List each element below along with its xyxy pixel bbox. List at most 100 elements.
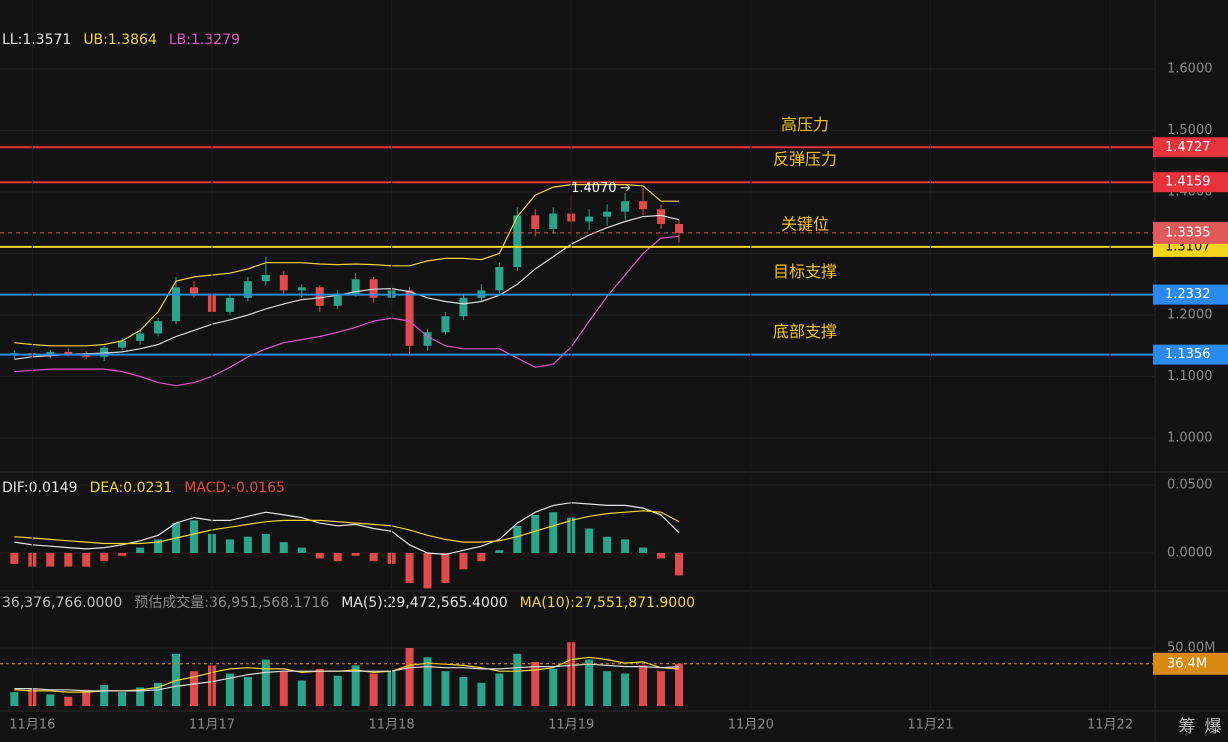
- candle-body: [657, 209, 666, 224]
- price-tag: [1153, 221, 1228, 244]
- volume-bar: [405, 648, 414, 706]
- indicator-line: [14, 663, 680, 692]
- volume-bar: [225, 673, 234, 706]
- volume-bar: [315, 668, 324, 706]
- volume-bar: [297, 680, 306, 706]
- macd-bar: [10, 553, 19, 564]
- candle-body: [279, 275, 288, 291]
- macd-bar: [64, 553, 73, 567]
- macd-bar: [118, 553, 127, 556]
- candle-body: [423, 332, 432, 346]
- candle-body: [136, 333, 145, 341]
- volume-bar: [459, 677, 468, 706]
- x-tick-label: 11月22: [1087, 718, 1133, 733]
- macd-bar: [351, 553, 360, 556]
- indicator-line: [14, 184, 679, 347]
- toolbar-button[interactable]: 爆: [1205, 717, 1222, 737]
- level-text: 底部支撑: [773, 322, 837, 341]
- y-tick-label: 1.6000: [1167, 62, 1213, 77]
- price-tag-label: 1.1356: [1165, 347, 1211, 362]
- volume-bar: [549, 668, 558, 706]
- volume-bar: [585, 659, 594, 706]
- indicator-line: [14, 510, 680, 545]
- price-tag-label: 1.4159: [1165, 175, 1211, 190]
- candle-body: [189, 287, 198, 294]
- candle-body: [315, 287, 324, 306]
- candle-body: [369, 279, 378, 298]
- price-tag-label: 1.4727: [1165, 140, 1211, 155]
- candle-body: [531, 215, 540, 229]
- macd-bar: [225, 539, 234, 553]
- macd-bar: [405, 553, 414, 583]
- candle-body: [513, 215, 522, 268]
- macd-bar: [423, 553, 432, 589]
- volume-bar: [10, 692, 19, 706]
- macd-bar: [549, 512, 558, 553]
- candle-body: [621, 201, 630, 212]
- candle-body: [172, 287, 181, 322]
- volume-bar: [154, 682, 163, 706]
- legend-item: DEA:0.0231: [90, 480, 173, 496]
- macd-bar: [279, 542, 288, 553]
- price-tag-label: 1.3335: [1165, 225, 1211, 240]
- macd-bar: [513, 525, 522, 553]
- volume-bar: [136, 687, 145, 706]
- candle-body: [495, 267, 504, 291]
- volume-tag-label: 36.4M: [1167, 656, 1207, 671]
- macd-bar: [46, 553, 55, 567]
- volume-bar: [189, 671, 198, 706]
- y-tick-label: 1.5000: [1167, 123, 1213, 138]
- y-tick-label: 0.0500: [1167, 478, 1213, 493]
- volume-bar: [531, 661, 540, 706]
- macd-bar: [459, 553, 468, 570]
- macd-bar: [621, 539, 630, 553]
- macd-bar: [639, 547, 648, 553]
- candle-body: [674, 223, 683, 233]
- candle-body: [100, 347, 109, 357]
- x-tick-label: 11月19: [548, 718, 594, 733]
- price-tag-label: 1.2332: [1165, 287, 1211, 302]
- volume-bar: [46, 694, 55, 706]
- candle-body: [225, 297, 234, 312]
- legend-item: 预估成交量:36,951,568.1716: [134, 594, 329, 611]
- toolbar-button[interactable]: 筹: [1179, 717, 1196, 737]
- high-annotation: 1.4070: [571, 181, 617, 196]
- x-tick-label: 11月17: [189, 718, 235, 733]
- candle-body: [64, 351, 73, 355]
- candle-body: [154, 321, 163, 334]
- volume-bar: [423, 657, 432, 706]
- y-tick-label: 50.00M: [1167, 641, 1215, 656]
- level-text: 关键位: [781, 214, 829, 233]
- y-tick-label: 1.1000: [1167, 369, 1213, 384]
- volume-bar: [495, 673, 504, 706]
- candle-body: [82, 354, 91, 357]
- macd-bar: [189, 520, 198, 553]
- volume-tag: [1153, 652, 1228, 675]
- legend-item: MA(10):27,551,871.9000: [520, 595, 695, 611]
- macd-bar: [674, 553, 683, 576]
- macd-bar: [441, 553, 450, 583]
- macd-bar: [243, 536, 252, 553]
- macd-bar: [495, 550, 504, 553]
- legend-item: UB:1.3864: [83, 32, 157, 48]
- macd-bar: [154, 539, 163, 553]
- y-tick-label: 1.0000: [1167, 431, 1213, 446]
- volume-bar: [243, 677, 252, 706]
- indicator-line: [14, 235, 680, 387]
- volume-bar: [603, 671, 612, 706]
- legend-item: LL:1.3571: [2, 32, 71, 48]
- candle-body: [441, 316, 450, 333]
- candle-body: [549, 213, 558, 229]
- candle-body: [351, 279, 360, 294]
- macd-bar: [477, 553, 486, 562]
- candle-body: [297, 287, 306, 291]
- volume-bar: [333, 675, 342, 706]
- candle-body: [118, 340, 127, 348]
- y-tick-label: 0.0000: [1167, 546, 1213, 561]
- volume-bar: [279, 671, 288, 706]
- candle-body: [603, 211, 612, 217]
- macd-bar: [297, 547, 306, 553]
- legend-item: MACD:-0.0165: [184, 480, 285, 496]
